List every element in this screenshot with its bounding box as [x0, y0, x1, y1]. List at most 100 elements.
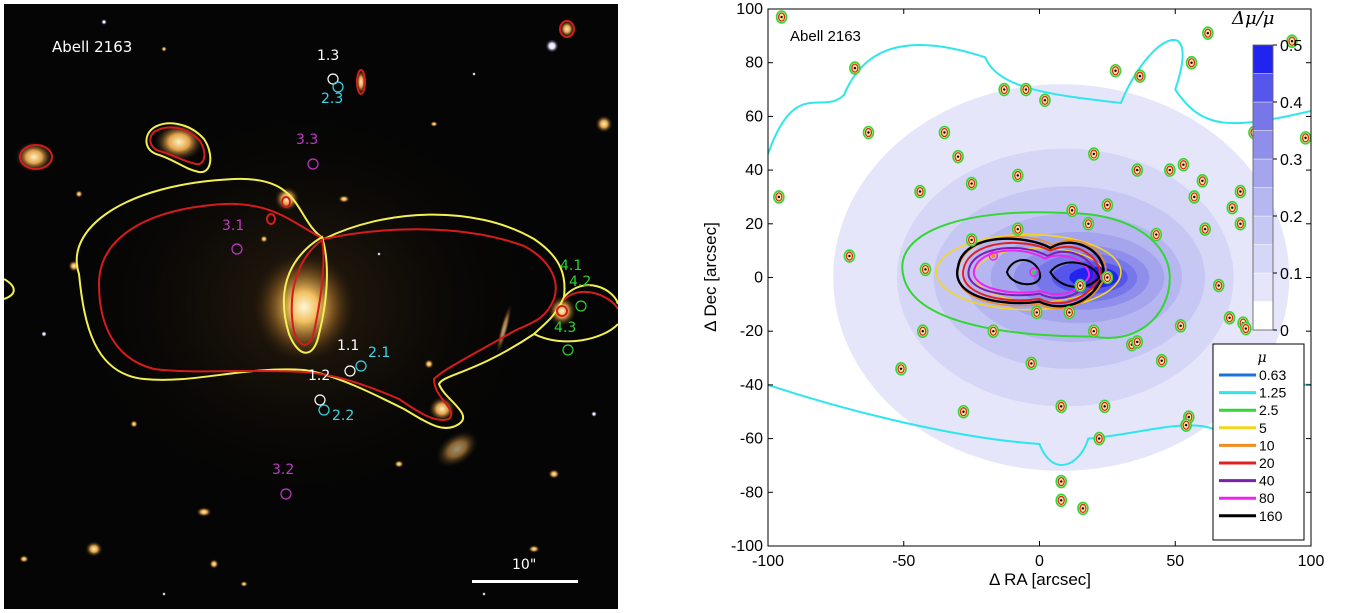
- contour-1-25-north: [768, 39, 1311, 155]
- y-tick-label-60: 60: [745, 108, 763, 125]
- image-label-2-1: 2.1: [368, 345, 391, 361]
- member-galaxy-31: [1109, 63, 1122, 78]
- member-galaxy-50: [1226, 200, 1239, 215]
- member-galaxy-22: [1063, 305, 1076, 320]
- contour-80: [973, 249, 1091, 296]
- member-galaxy-46: [1188, 190, 1201, 204]
- member-galaxy-16: [1011, 222, 1024, 236]
- colorbar-cell-1: [1252, 272, 1274, 302]
- member-galaxy-29: [1101, 198, 1114, 212]
- plot-title: Abell 2163: [790, 28, 861, 45]
- member-galaxy-59: [1299, 131, 1311, 145]
- scale-bar-label: 10": [512, 557, 537, 573]
- cluster-member-contours: [773, 10, 1311, 516]
- member-galaxy-28: [1093, 431, 1106, 446]
- y-tick-label-40: 40: [745, 162, 763, 179]
- member-galaxy-55: [1240, 321, 1252, 336]
- member-galaxy-38: [1155, 353, 1168, 368]
- member-galaxy-13: [987, 324, 1000, 339]
- member-galaxy-32: [1098, 399, 1111, 414]
- colorbar-tick-0: 0: [1280, 323, 1289, 340]
- contour-160-inner: [1005, 259, 1041, 286]
- member-galaxy-2: [843, 249, 856, 263]
- member-galaxy-4: [862, 125, 875, 140]
- cluster-image-panel: Abell 2163 10" 1.3 2.3 3.3 3.1 4.1 4.2 4…: [4, 4, 618, 609]
- y-tick-label-20: 20: [745, 216, 763, 233]
- contour-40: [967, 247, 1096, 299]
- member-galaxy-18: [1030, 305, 1043, 320]
- colorbar-tick-0.2: 0.2: [1280, 209, 1302, 226]
- legend-label-5: 5: [1259, 420, 1267, 436]
- cluster-image: [4, 4, 618, 609]
- image-label-1-3: 1.3: [317, 48, 340, 64]
- central-curve-red: [290, 238, 325, 346]
- inner-critical-curve: [97, 202, 557, 421]
- magnification-contours: [768, 39, 1311, 466]
- image-label-3-1: 3.1: [222, 218, 245, 234]
- member-galaxy-20: [1039, 93, 1051, 108]
- x-axis-label: Δ RA [arcsec]: [989, 570, 1091, 589]
- member-galaxy-58: [1286, 34, 1298, 49]
- member-galaxy-17: [1020, 82, 1032, 97]
- colorbar-cell-9: [1252, 44, 1274, 74]
- member-galaxy-51: [1223, 310, 1236, 325]
- x-axis: -100 -50 0 50 100: [752, 9, 1324, 570]
- y-tick-label--60: -60: [740, 431, 763, 448]
- member-galaxy-36: [1134, 69, 1146, 83]
- y-tick-label--20: -20: [740, 323, 763, 340]
- member-galaxy-23: [1066, 203, 1078, 218]
- member-galaxy-8: [914, 184, 926, 199]
- x-tick-label-100: 100: [1298, 553, 1325, 570]
- colorbar-cell-6: [1252, 130, 1274, 160]
- critical-curves: [4, 20, 618, 429]
- legend-label-160: 160: [1259, 508, 1283, 524]
- colorbar-cell-0: [1252, 301, 1274, 331]
- member-galaxy-41: [1174, 319, 1187, 333]
- image-label-1-1: 1.1: [337, 338, 360, 354]
- member-galaxy-14: [998, 82, 1011, 97]
- member-galaxy-3: [849, 61, 861, 75]
- member-galaxy-48: [1199, 222, 1211, 236]
- member-galaxy-53: [1234, 217, 1247, 231]
- y-tick-label--40: -40: [740, 377, 763, 394]
- colorbar-cell-7: [1252, 101, 1274, 131]
- legend-label-2.5: 2.5: [1259, 402, 1279, 418]
- member-galaxy-37: [1150, 227, 1163, 242]
- colorbar: 0 0.1 0.2 0.3 0.4 0.5 Δμ/μ: [1231, 8, 1302, 340]
- member-galaxy-63: [957, 404, 970, 419]
- y-tick-label-80: 80: [745, 55, 763, 72]
- member-galaxy-19: [1025, 356, 1038, 371]
- colorbar-tick-0.5: 0.5: [1280, 38, 1302, 55]
- legend-title: μ: [1257, 350, 1266, 366]
- member-galaxy-61: [1055, 493, 1068, 508]
- image-title: Abell 2163: [52, 38, 133, 56]
- legend-label-1.25: 1.25: [1259, 385, 1286, 401]
- member-galaxy-9: [938, 125, 951, 140]
- image-label-1-2: 1.2: [308, 368, 331, 384]
- colorbar-cell-8: [1252, 73, 1274, 103]
- colorbar-tick-0.1: 0.1: [1280, 266, 1302, 283]
- core-dot-2: [991, 254, 996, 259]
- member-galaxy-44: [1185, 55, 1198, 70]
- colorbar-cell-4: [1252, 187, 1274, 217]
- y-tick-label--100: -100: [731, 538, 763, 555]
- member-galaxy-47: [1202, 26, 1214, 40]
- contour-2-5: [901, 211, 1171, 339]
- x-tick-label-50: 50: [1166, 553, 1184, 570]
- image-label-4-1: 4.1: [560, 258, 583, 274]
- member-galaxy-1: [773, 190, 785, 204]
- core-0: [1029, 267, 1039, 277]
- image-label-2-3: 2.3: [321, 91, 344, 107]
- colorbar-cell-2: [1252, 244, 1274, 274]
- x-tick-label--50: -50: [892, 553, 915, 570]
- member-galaxy-24: [1074, 278, 1087, 293]
- member-galaxy-26: [1088, 147, 1100, 161]
- member-galaxy-45: [1196, 174, 1209, 188]
- core-2: [988, 251, 999, 261]
- member-galaxy-49: [1212, 278, 1225, 293]
- member-galaxy-40: [1177, 157, 1190, 172]
- legend-label-0.63: 0.63: [1259, 367, 1286, 383]
- legend-label-20: 20: [1259, 455, 1275, 471]
